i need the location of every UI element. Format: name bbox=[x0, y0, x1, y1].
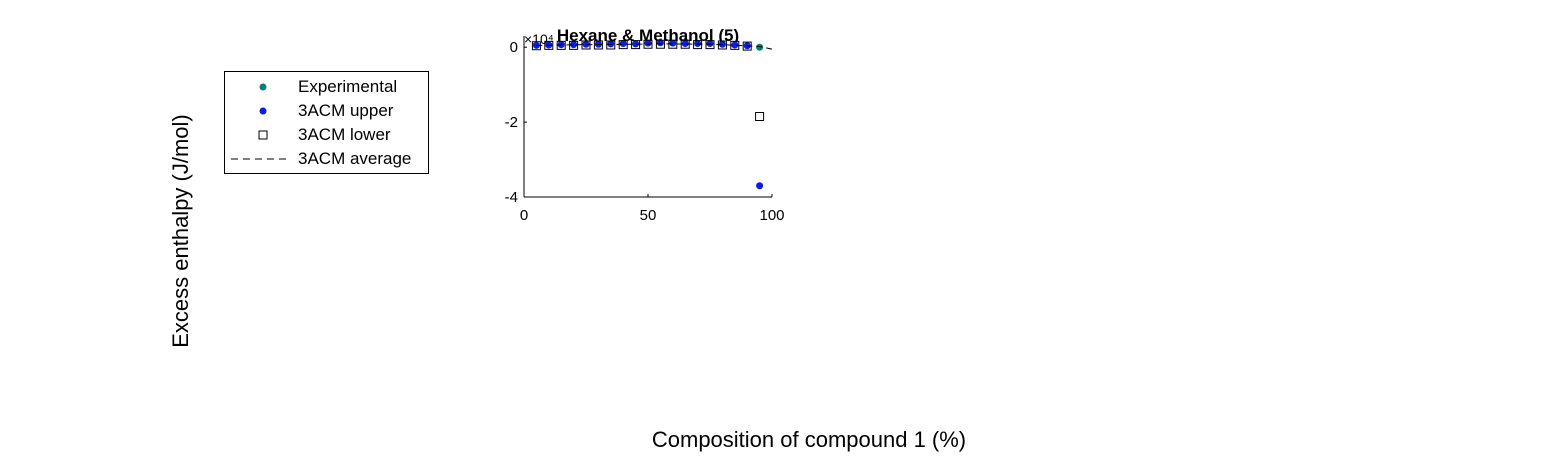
x-tick-label: 100 bbox=[759, 207, 784, 224]
data-point-3acm-upper bbox=[669, 39, 677, 47]
data-point-3acm-upper bbox=[694, 39, 702, 47]
x-tick-label: 50 bbox=[640, 207, 657, 224]
data-point-3acm-lower bbox=[544, 40, 554, 50]
data-point-3acm-upper bbox=[644, 39, 652, 47]
data-point-3acm-upper bbox=[706, 39, 714, 47]
data-point-3acm-upper bbox=[632, 40, 640, 48]
data-point-3acm-lower bbox=[606, 40, 616, 50]
data-point-3acm-lower bbox=[755, 112, 765, 121]
legend-dot-upper-icon bbox=[259, 107, 267, 115]
legend-item-3acm-upper: 3ACM upper bbox=[225, 99, 428, 123]
legend-dot-experimental-icon bbox=[259, 83, 267, 91]
legend-item-experimental: Experimental bbox=[225, 75, 428, 99]
legend-marker-upper bbox=[259, 107, 267, 115]
legend-item-3acm-average: 3ACM average bbox=[225, 147, 428, 171]
legend-square-lower-icon bbox=[258, 130, 268, 140]
legend: Experimental 3ACM upper 3ACM lower 3ACM … bbox=[224, 71, 429, 174]
data-point-3acm-upper bbox=[756, 182, 764, 190]
y-tick-label: -2 bbox=[505, 114, 518, 131]
data-point-3acm-upper bbox=[619, 39, 627, 47]
data-point-experimental bbox=[756, 43, 764, 51]
legend-label-3acm-lower: 3ACM lower bbox=[298, 125, 391, 144]
data-point-3acm-upper bbox=[570, 41, 578, 49]
series-line-3acm-average bbox=[536, 43, 773, 50]
legend-marker-lower bbox=[258, 130, 268, 140]
data-point-3acm-upper bbox=[731, 41, 739, 49]
y-tick-label: -4 bbox=[505, 189, 518, 206]
data-point-3acm-upper bbox=[607, 40, 615, 48]
legend-marker-experimental bbox=[259, 83, 267, 91]
x-tick-label: 0 bbox=[520, 207, 528, 224]
data-point-3acm-upper bbox=[718, 40, 726, 48]
data-point-3acm-upper bbox=[656, 39, 664, 47]
y-axis-label: Excess enthalpy (J/mol) bbox=[168, 114, 193, 348]
x-axis-label: Composition of compound 1 (%) bbox=[651, 427, 967, 452]
legend-dashed-line-icon bbox=[231, 158, 291, 160]
data-point-3acm-lower bbox=[593, 40, 603, 50]
legend-item-3acm-lower: 3ACM lower bbox=[225, 123, 428, 147]
legend-label-3acm-average: 3ACM average bbox=[298, 149, 412, 168]
data-point-3acm-upper bbox=[681, 39, 689, 47]
data-point-3acm-upper bbox=[582, 40, 590, 48]
data-point-3acm-lower bbox=[705, 40, 715, 50]
data-point-3acm-lower bbox=[569, 40, 579, 50]
y-tick-label: 0 bbox=[510, 39, 518, 56]
legend-label-3acm-upper: 3ACM upper bbox=[298, 101, 394, 120]
legend-label-experimental: Experimental bbox=[298, 77, 398, 96]
